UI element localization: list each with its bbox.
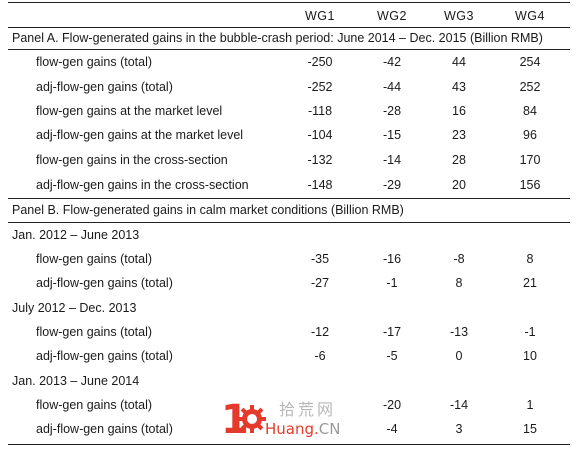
cell-wg3: 20 xyxy=(452,178,466,192)
cell-wg1: -104 xyxy=(307,128,333,142)
panel-b-rule xyxy=(8,222,570,223)
top-rule xyxy=(8,2,570,3)
table-row: adj-flow-gen gains in the cross-section … xyxy=(0,175,582,195)
panel-a-rule xyxy=(8,49,570,50)
table-row: flow-gen gains (total) -20 -14 1 xyxy=(0,395,582,415)
cell-wg4: 96 xyxy=(523,128,537,142)
cell-wg2: -17 xyxy=(382,325,402,339)
cell-wg2: -1 xyxy=(386,276,398,290)
row-label: adj-flow-gen gains (total) xyxy=(36,276,173,290)
panel-a-title-row: Panel A. Flow-generated gains in the bub… xyxy=(0,28,582,48)
cell-wg1: -132 xyxy=(307,153,333,167)
cell-wg4: -1 xyxy=(524,325,536,339)
table-row: flow-gen gains (total) -250 -42 44 254 xyxy=(0,52,582,72)
cell-wg4: 170 xyxy=(519,153,541,167)
table-row: adj-flow-gen gains (total) -6 -5 0 10 xyxy=(0,346,582,366)
watermark-latin: Huang.CN xyxy=(265,420,340,438)
column-header-wg3: WG3 xyxy=(444,9,474,23)
row-label: adj-flow-gen gains (total) xyxy=(36,349,173,363)
cell-wg3: 28 xyxy=(452,153,466,167)
cell-wg4: 84 xyxy=(523,104,537,118)
period-label-row: July 2012 – Dec. 2013 xyxy=(0,298,582,318)
cell-wg2: -16 xyxy=(382,252,402,266)
cell-wg2: -42 xyxy=(382,55,402,69)
cell-wg1: -148 xyxy=(307,178,333,192)
cell-wg2: -5 xyxy=(386,349,398,363)
period-label: July 2012 – Dec. 2013 xyxy=(12,301,137,315)
row-label: adj-flow-gen gains in the cross-section xyxy=(36,178,249,192)
cell-wg2: -20 xyxy=(382,398,402,412)
watermark-chinese: 拾荒网 xyxy=(279,400,337,419)
column-header-wg4: WG4 xyxy=(515,9,545,23)
cell-wg2: -28 xyxy=(382,104,402,118)
row-label: adj-flow-gen gains (total) xyxy=(36,422,173,436)
panel-a-title: Panel A. Flow-generated gains in the bub… xyxy=(12,31,543,45)
row-label: flow-gen gains in the cross-section xyxy=(36,153,228,167)
cell-wg2: -14 xyxy=(382,153,402,167)
period-label: Jan. 2013 – June 2014 xyxy=(12,374,140,388)
period-label-row: Jan. 2013 – June 2014 xyxy=(0,371,582,391)
cell-wg3: -14 xyxy=(449,398,469,412)
table-row: flow-gen gains at the market level -118 … xyxy=(0,101,582,121)
cell-wg4: 252 xyxy=(519,80,541,94)
cell-wg2: -4 xyxy=(386,422,398,436)
cell-wg1: -12 xyxy=(310,325,330,339)
cell-wg1: -6 xyxy=(314,349,326,363)
cell-wg4: 1 xyxy=(526,398,534,412)
row-label: adj-flow-gen gains at the market level xyxy=(36,128,244,142)
row-label: flow-gen gains (total) xyxy=(36,55,153,69)
cell-wg1: -250 xyxy=(307,55,333,69)
panel-b-title: Panel B. Flow-generated gains in calm ma… xyxy=(12,203,404,217)
watermark-logo: 1 拾荒网 Huang.CN xyxy=(221,398,381,446)
period-label: Jan. 2012 – June 2013 xyxy=(12,228,140,242)
bottom-rule xyxy=(8,444,570,445)
column-header-wg2: WG2 xyxy=(377,9,407,23)
cell-wg3: 0 xyxy=(455,349,463,363)
table-row: adj-flow-gen gains (total) -252 -44 43 2… xyxy=(0,77,582,97)
column-header-row: WG1 WG2 WG3 WG4 xyxy=(0,6,582,26)
period-label-row: Jan. 2012 – June 2013 xyxy=(0,225,582,245)
cell-wg3: -8 xyxy=(453,252,465,266)
cell-wg2: -29 xyxy=(382,178,402,192)
cell-wg4: 8 xyxy=(526,252,534,266)
table-row: adj-flow-gen gains (total) -4 3 15 xyxy=(0,419,582,439)
table-row: flow-gen gains (total) -35 -16 -8 8 xyxy=(0,249,582,269)
table-row: flow-gen gains (total) -12 -17 -13 -1 xyxy=(0,322,582,342)
cell-wg1: -27 xyxy=(310,276,330,290)
cell-wg3: 43 xyxy=(452,80,466,94)
cell-wg3: 44 xyxy=(452,55,466,69)
column-header-wg1: WG1 xyxy=(305,9,335,23)
row-label: flow-gen gains (total) xyxy=(36,398,153,412)
table-row: adj-flow-gen gains (total) -27 -1 8 21 xyxy=(0,273,582,293)
row-label: flow-gen gains (total) xyxy=(36,252,153,266)
panel-b-title-row: Panel B. Flow-generated gains in calm ma… xyxy=(0,200,582,220)
cell-wg3: -13 xyxy=(449,325,469,339)
cell-wg3: 3 xyxy=(455,422,463,436)
gear-icon xyxy=(238,405,266,433)
cell-wg3: 16 xyxy=(452,104,466,118)
cell-wg2: -44 xyxy=(382,80,402,94)
row-label: adj-flow-gen gains (total) xyxy=(36,80,173,94)
cell-wg4: 10 xyxy=(523,349,537,363)
cell-wg1: -35 xyxy=(310,252,330,266)
header-rule xyxy=(8,27,570,28)
cell-wg3: 23 xyxy=(452,128,466,142)
row-label: flow-gen gains (total) xyxy=(36,325,153,339)
panel-a-bottom-rule xyxy=(8,198,570,199)
cell-wg4: 254 xyxy=(519,55,541,69)
watermark-latin-text: Huang. xyxy=(265,420,319,438)
cell-wg3: 8 xyxy=(455,276,463,290)
cell-wg4: 156 xyxy=(519,178,541,192)
cell-wg4: 15 xyxy=(523,422,537,436)
cell-wg2: -15 xyxy=(382,128,402,142)
cell-wg4: 21 xyxy=(523,276,537,290)
watermark-suffix: CN xyxy=(318,420,341,438)
row-label: flow-gen gains at the market level xyxy=(36,104,223,118)
table-row: flow-gen gains in the cross-section -132… xyxy=(0,150,582,170)
table-row: adj-flow-gen gains at the market level -… xyxy=(0,125,582,145)
cell-wg1: -252 xyxy=(307,80,333,94)
cell-wg1: -118 xyxy=(307,104,333,118)
